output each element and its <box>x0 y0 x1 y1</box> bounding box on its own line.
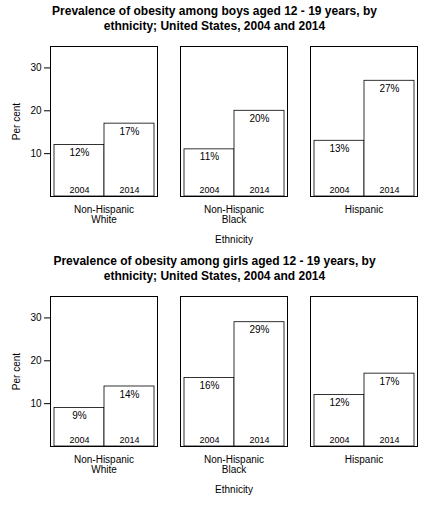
svg-text:2004: 2004 <box>329 435 349 445</box>
svg-text:20: 20 <box>30 105 42 116</box>
svg-text:27%: 27% <box>379 83 399 94</box>
svg-text:2014: 2014 <box>249 435 269 445</box>
svg-text:2014: 2014 <box>379 185 399 195</box>
svg-text:2014: 2014 <box>119 435 139 445</box>
svg-text:Non-HispanicWhite: Non-HispanicWhite <box>74 204 134 225</box>
svg-text:13%: 13% <box>329 143 349 154</box>
svg-text:20%: 20% <box>249 113 269 124</box>
svg-text:Hispanic: Hispanic <box>345 454 383 465</box>
svg-text:10: 10 <box>30 398 42 409</box>
svg-text:12%: 12% <box>69 147 89 158</box>
svg-text:Ethnicity: Ethnicity <box>215 484 253 495</box>
svg-text:11%: 11% <box>200 151 219 162</box>
svg-text:17%: 17% <box>379 376 399 387</box>
svg-text:10: 10 <box>30 148 42 159</box>
svg-text:16%: 16% <box>199 380 219 391</box>
svg-text:Non-HispanicWhite: Non-HispanicWhite <box>74 454 134 475</box>
svg-text:12%: 12% <box>329 397 349 408</box>
svg-text:Non-HispanicBlack: Non-HispanicBlack <box>204 454 264 475</box>
svg-text:Per cent: Per cent <box>11 353 22 390</box>
svg-text:2014: 2014 <box>379 435 399 445</box>
svg-text:2004: 2004 <box>199 435 219 445</box>
svg-text:9%: 9% <box>72 410 87 421</box>
svg-text:29%: 29% <box>249 324 269 335</box>
svg-text:20: 20 <box>30 355 42 366</box>
svg-text:2004: 2004 <box>329 185 349 195</box>
svg-text:Non-HispanicBlack: Non-HispanicBlack <box>204 204 264 225</box>
svg-text:2004: 2004 <box>199 185 219 195</box>
svg-text:14%: 14% <box>119 389 139 400</box>
svg-text:Per cent: Per cent <box>11 103 22 140</box>
svg-text:17%: 17% <box>119 126 139 137</box>
svg-text:Hispanic: Hispanic <box>345 204 383 215</box>
html-text:Prevalence of obesity among bo: Prevalence of obesity among boys aged 12… <box>52 4 377 33</box>
svg-text:2004: 2004 <box>69 185 89 195</box>
svg-text:30: 30 <box>30 312 42 323</box>
svg-text:2014: 2014 <box>119 185 139 195</box>
svg-text:30: 30 <box>30 62 42 73</box>
svg-text:2014: 2014 <box>249 185 269 195</box>
html-text:Prevalence of obesity among gi: Prevalence of obesity among girls aged 1… <box>53 254 376 283</box>
svg-text:Ethnicity: Ethnicity <box>215 234 253 245</box>
svg-text:2004: 2004 <box>69 435 89 445</box>
